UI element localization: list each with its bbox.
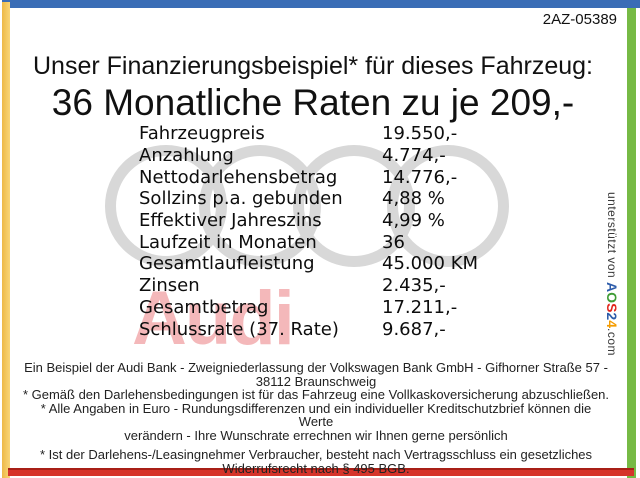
reference-code: 2AZ-05389 [542,11,617,28]
row-label: Gesamtbetrag [139,296,269,318]
disclaimer-line: Widerrufsrecht nach § 495 BGB. [222,460,410,476]
row-label: Fahrzeugpreis [139,123,265,145]
table-row: Gesamtlaufleistung 45.000 KM [139,253,478,275]
table-row: Schlussrate (37. Rate) 9.687,- [139,318,478,340]
table-row: Laufzeit in Monaten 36 [139,231,478,253]
row-label: Zinsen [139,275,200,297]
row-value: 9.687,- [382,318,446,340]
audi-logotype-watermark: Audi [132,276,295,361]
aos24-logo-letter: O [604,292,620,304]
disclaimer-line: * Gemäß den Darlehensbedingungen ist für… [22,387,610,402]
row-label: Nettodarlehensbetrag [139,166,338,188]
disclaimer-line: 38112 Braunschweig [255,373,377,389]
footer-disclaimer: Ein Beispiel der Audi Bank - Zweignieder… [22,361,610,475]
table-row: Anzahlung 4.774,- [139,145,478,167]
table-row: Sollzins p.a. gebunden 4,88 % [139,188,478,210]
row-value: 45.000 KM [382,253,479,275]
frame-bottom-bar [8,468,634,476]
disclaimer-line: * Alle Angaben in Euro - Rundungsdiffere… [40,400,592,429]
table-row: Nettodarlehensbetrag 14.776,- [139,166,478,188]
frame-right-bar [627,8,636,478]
aos24-logo-letter: 2 [604,312,620,321]
table-row: Zinsen 2.435,- [139,275,478,297]
aos24-logo: AOS24 [604,282,620,328]
row-label: Sollzins p.a. gebunden [139,188,343,210]
table-row: Gesamtbetrag 17.211,- [139,297,478,319]
row-value: 14.776,- [382,166,458,188]
page-subtitle-rate: 36 Monatliche Raten zu je 209,- [51,82,575,123]
row-label: Laufzeit in Monaten [139,231,317,253]
disclaimer-line: * Ist der Darlehens-/Leasingnehmer Verbr… [39,447,593,462]
row-value: 36 [382,231,405,253]
disclaimer-line: Ein Beispiel der Audi Bank - Zweignieder… [24,360,608,375]
row-value: 4,88 % [382,188,445,210]
row-value: 4,99 % [382,210,445,232]
aos24-logo-letter: S [604,303,620,313]
row-label: Gesamtlaufleistung [139,253,315,275]
row-label: Anzahlung [139,145,234,167]
row-value: 4.774,- [382,145,446,167]
row-label: Schlussrate (37. Rate) [139,318,339,340]
row-value: 2.435,- [382,275,446,297]
frame-top-bar [2,0,640,8]
aos24-logo-suffix: .com [605,328,619,357]
frame-left-bar [2,2,10,478]
table-row: Effektiver Jahreszins 4,99 % [139,210,478,232]
row-value: 17.211,- [382,296,458,318]
supported-by-vertical-label: unterstützt von AOS24.com [604,192,620,362]
table-row: Fahrzeugpreis 19.550,- [139,123,478,145]
row-label: Effektiver Jahreszins [139,210,322,232]
aos24-logo-letter: 4 [604,320,620,328]
supported-by-text: unterstützt von [605,192,619,283]
audi-rings-watermark-icon [105,145,509,267]
row-value: 19.550,- [382,123,458,145]
page-title: Unser Finanzierungsbeispiel* für dieses … [32,52,593,80]
aos24-logo-letter: A [604,282,620,293]
financing-table: Fahrzeugpreis 19.550,- Anzahlung 4.774,-… [139,123,478,340]
disclaimer-line: verändern - Ihre Wunschrate errechnen wi… [124,427,508,443]
